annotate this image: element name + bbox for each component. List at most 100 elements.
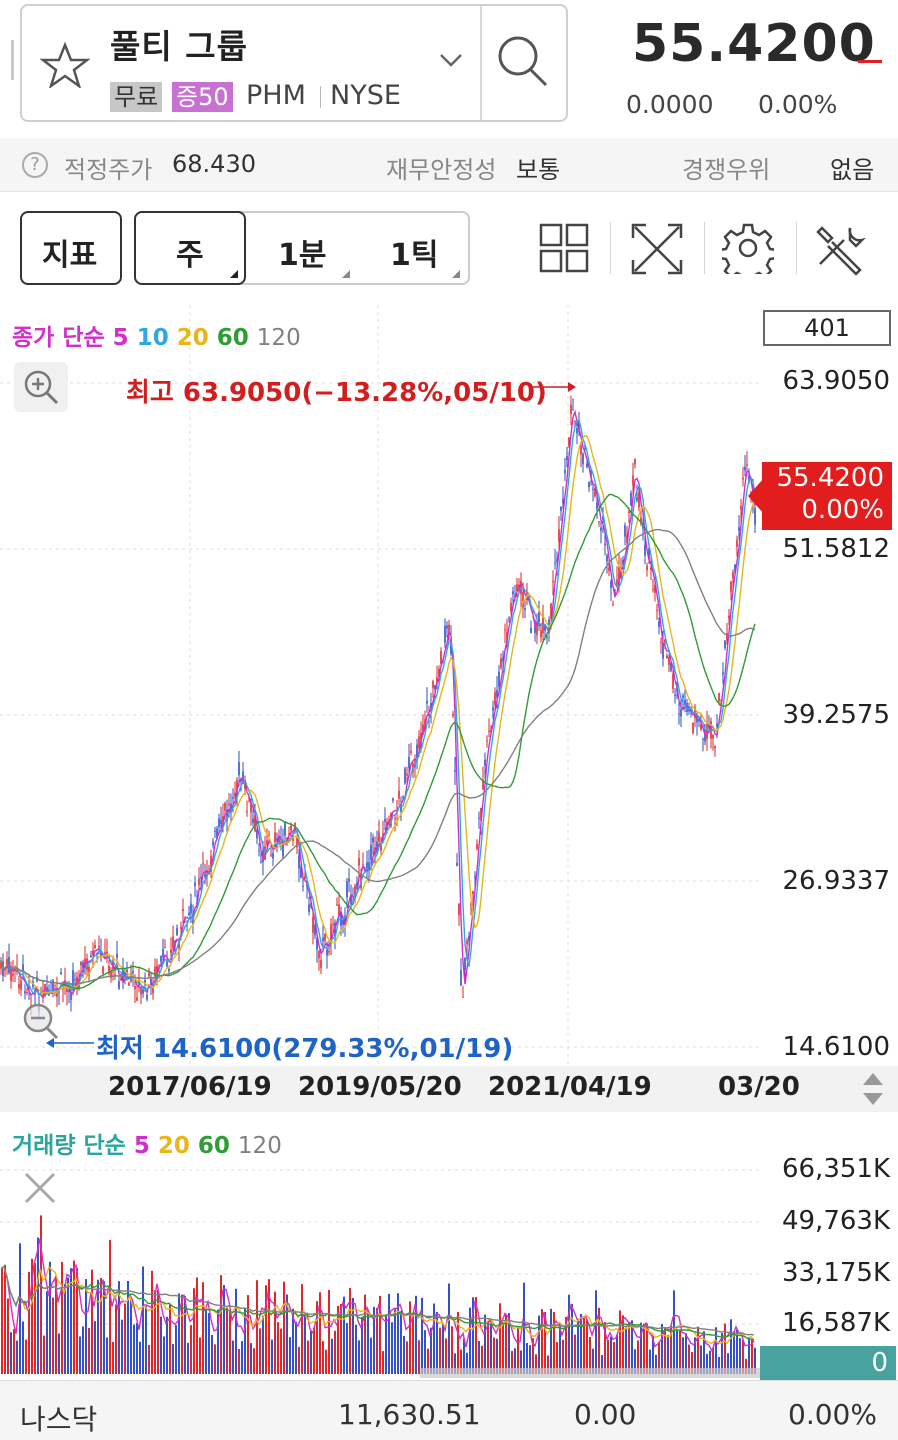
candle-body — [216, 828, 218, 839]
volume-bar — [664, 1328, 666, 1374]
volume-bar — [745, 1358, 747, 1374]
candle-body — [512, 591, 514, 595]
volume-bar — [127, 1280, 129, 1374]
volume-bar — [292, 1308, 294, 1374]
volume-bar — [712, 1347, 714, 1374]
candle-body — [492, 707, 494, 711]
volume-bar — [55, 1275, 57, 1374]
candle-body — [516, 584, 518, 591]
volume-bar — [163, 1336, 165, 1374]
candle-body — [250, 801, 252, 813]
volume-bar — [622, 1315, 624, 1374]
volume-bar — [454, 1353, 456, 1374]
volume-bar — [679, 1329, 681, 1374]
search-icon[interactable] — [494, 30, 550, 90]
volume-bar — [295, 1321, 297, 1374]
volume-bar — [67, 1277, 69, 1374]
index-ticker-bar[interactable] — [0, 1380, 898, 1440]
candle-body — [114, 974, 116, 976]
candle-body — [218, 818, 220, 828]
zoom-in-icon — [24, 370, 59, 405]
volume-bar — [235, 1288, 237, 1374]
candle-body — [82, 962, 84, 969]
candle-body — [304, 876, 306, 879]
candle-body — [580, 445, 582, 455]
candle-body — [486, 740, 488, 742]
fullscreen-icon[interactable] — [630, 222, 684, 276]
volume-bar — [715, 1327, 717, 1374]
volume-bar — [253, 1348, 255, 1374]
volume-bar — [160, 1316, 162, 1374]
candle-body — [190, 903, 192, 914]
ma10-line — [0, 419, 756, 997]
date-axis[interactable] — [0, 1066, 898, 1112]
indicator-button[interactable] — [20, 211, 122, 285]
candle-body — [692, 722, 694, 733]
ma-legend-10: 10 — [136, 325, 169, 351]
zoom-in-button[interactable] — [14, 362, 68, 412]
candle-body — [324, 933, 326, 941]
layout-grid-icon[interactable] — [538, 222, 590, 274]
candle-body — [246, 811, 248, 813]
candle-body — [370, 844, 372, 860]
volume-bar — [85, 1279, 87, 1374]
volume-bar — [655, 1354, 657, 1374]
candle-body — [104, 952, 106, 955]
volume-bar — [535, 1354, 537, 1374]
candle-body — [392, 798, 394, 801]
candle-body — [394, 818, 396, 820]
volume-bar — [277, 1322, 279, 1374]
favorite-star-icon[interactable] — [40, 42, 90, 88]
candle-body — [460, 970, 462, 986]
price-chart-plot[interactable] — [0, 305, 760, 1065]
candle-body — [80, 961, 82, 966]
volume-bar — [301, 1284, 303, 1374]
volume-bar — [391, 1322, 393, 1374]
candle-body — [296, 838, 298, 848]
toolbar-separator — [704, 222, 705, 274]
volume-bar — [37, 1237, 39, 1374]
candle-count-box[interactable]: 401 — [763, 310, 891, 346]
back-edge[interactable] — [0, 40, 14, 80]
volume-bar — [172, 1344, 174, 1374]
volume-bar — [670, 1325, 672, 1374]
candle-body — [650, 567, 652, 571]
volume-bar — [742, 1339, 744, 1374]
period-weekly-button[interactable] — [134, 211, 246, 285]
candle-body — [610, 581, 612, 588]
volume-bar — [328, 1289, 330, 1374]
help-icon[interactable]: ? — [22, 152, 48, 178]
volume-bar — [586, 1319, 588, 1374]
close-icon[interactable] — [20, 1168, 60, 1208]
volume-bar — [169, 1304, 171, 1374]
resize-arrows-icon[interactable] — [858, 1070, 888, 1108]
candle-body — [562, 498, 564, 504]
candle-body — [152, 987, 154, 994]
period-1tick-button[interactable]: 1틱 — [390, 238, 439, 273]
candle-body — [608, 567, 610, 571]
candle-body — [744, 466, 746, 471]
competitive-value: 없음 — [830, 156, 875, 184]
period-1min-button[interactable]: 1분 — [278, 238, 327, 273]
volume-axis-label: 33,175K — [781, 1258, 890, 1288]
zoom-out-icon[interactable] — [16, 998, 62, 1044]
candle-body — [498, 671, 500, 687]
volume-bar — [298, 1346, 300, 1374]
candle-body — [726, 633, 728, 641]
volume-bar — [658, 1341, 660, 1374]
candle-body — [12, 973, 14, 976]
candle-body — [438, 668, 440, 678]
volume-axis-label: 66,351K — [781, 1154, 890, 1184]
drawing-tools-icon[interactable] — [814, 222, 868, 276]
chevron-down-icon[interactable] — [438, 50, 464, 70]
candle-body — [108, 965, 110, 974]
free-badge: 무료 — [110, 82, 163, 112]
candle-body — [56, 989, 58, 997]
candle-body — [536, 621, 538, 636]
gear-icon[interactable] — [722, 222, 774, 274]
stock-name[interactable]: 풀티 그룹 — [110, 27, 248, 66]
candle-body — [642, 525, 644, 529]
volume-chart-plot[interactable] — [0, 1112, 760, 1380]
volume-bar — [418, 1340, 420, 1374]
price-chart-area[interactable] — [0, 305, 898, 1065]
